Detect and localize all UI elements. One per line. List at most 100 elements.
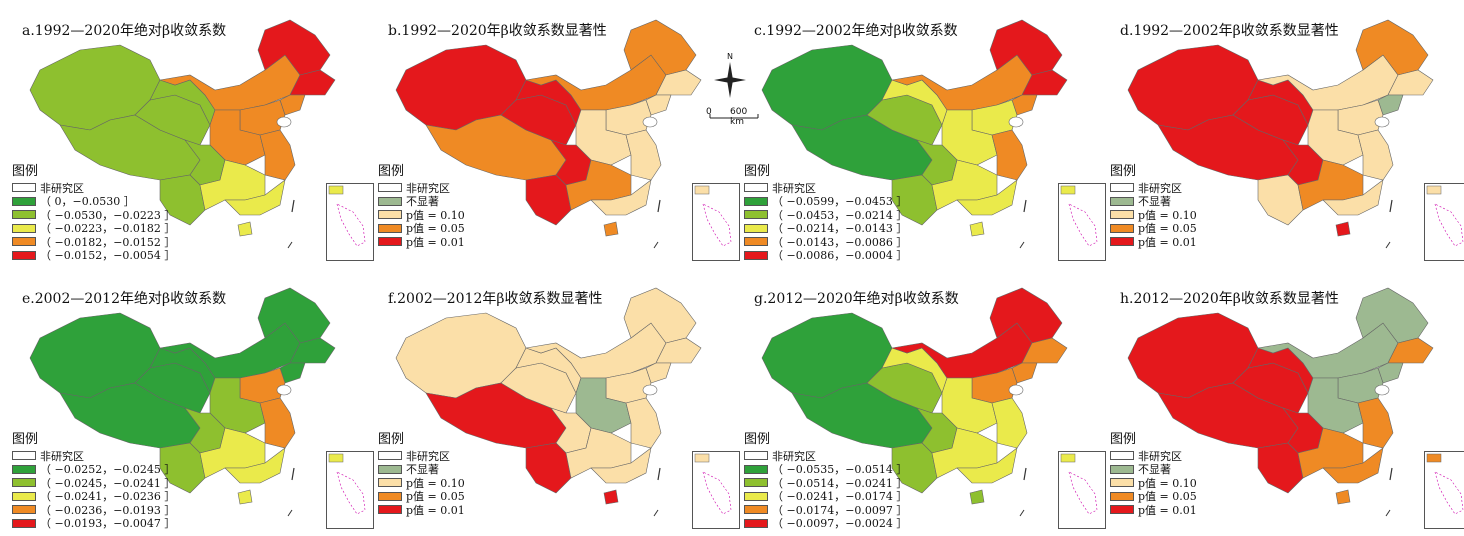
china-map [1127,19,1434,249]
province-region-heilong [989,287,1063,344]
province-region-heilong [623,287,697,344]
map-legend: 图例 非研究区（ −0.0252，−0.0245 ］ （ −0.0245，−0.02… [12,428,175,530]
legend-label: p值 = 0.01 [406,235,465,249]
legend-label: p值 = 0.05 [406,490,465,504]
province-region-heilong [623,19,697,76]
south-china-sea-inset [1424,183,1464,261]
bohai-bay [1374,384,1390,396]
legend-title: 图例 [378,164,405,179]
legend-title: 图例 [1110,432,1137,447]
legend-item: 非研究区 [378,449,465,463]
border-dash [1385,509,1391,517]
inset-map-icon [328,453,366,515]
legend-label: 非研究区 [406,181,450,195]
legend-label: （ −0.0152，−0.0054 ］ [40,249,176,263]
inset-map-icon [1426,453,1464,515]
legend-label: 非研究区 [1138,449,1182,463]
legend-item: p值 = 0.10 [1110,208,1197,222]
legend-title: 图例 [12,164,39,179]
legend-swatch [744,250,768,260]
legend-label: （ −0.0514，−0.0241 ］ [772,476,908,490]
bohai-bay [276,384,292,396]
bohai-bay [276,116,292,128]
legend-item: （ −0.0245，−0.0241 ］ [12,476,175,490]
province-region-central [575,377,632,434]
map-legend: 图例 非研究区 不显著 p值 = 0.10 p值 = 0.05 p值 = 0.01 [1110,428,1197,517]
legend-label: p值 = 0.05 [1138,490,1197,504]
province-region-yunnan [159,174,206,226]
province-region-east [625,129,662,181]
taiwan-mark [1389,199,1393,213]
province-region-yunnan [891,174,938,226]
province-region-yunnan [1257,442,1304,494]
province-region-central [1307,109,1364,166]
province-region-hainan [603,489,619,505]
inset-map-icon [1060,453,1098,515]
province-region-east [1357,397,1394,449]
province-region-yunnan [1257,174,1304,226]
legend-item: （ −0.0241，−0.0174 ］ [744,490,907,503]
legend-label: （ −0.0143，−0.0086 ］ [772,235,908,249]
legend-item: （ −0.0174，−0.0097 ］ [744,503,907,517]
province-region-central [1307,377,1364,434]
legend-item: 非研究区 [378,181,465,195]
province-region-yunnan [891,442,938,494]
inset-map-icon [1060,185,1098,247]
legend-title: 图例 [378,432,405,447]
legend-label: p值 = 0.10 [1138,208,1197,222]
province-region-east [625,397,662,449]
legend-swatch [12,196,36,206]
border-dash [287,509,293,517]
north-label: N [727,52,733,61]
legend-item: （ −0.0223，−0.0182 ］ [12,222,175,235]
legend-label: p值 = 0.01 [1138,235,1197,249]
legend-label: 不显著 [1138,463,1171,477]
province-region-yunnan [159,442,206,494]
taiwan-mark [657,199,661,213]
legend-item: 非研究区 [12,449,175,463]
legend-swatch [1110,223,1134,233]
legend-item: 非研究区 [1110,449,1197,463]
legend-item: p值 = 0.10 [378,476,465,490]
legend-swatch [378,451,402,461]
legend-label: （ −0.0535，−0.0514 ］ [772,463,908,477]
legend-swatch [12,505,36,515]
legend-item: p值 = 0.05 [1110,222,1197,235]
province-region-heilong [1355,19,1429,76]
legend-label: （ −0.0182，−0.0152 ］ [40,235,176,249]
legend-swatch [744,478,768,488]
legend-swatch [1110,491,1134,501]
legend-label: （ −0.0193，−0.0047 ］ [40,517,176,531]
province-region-guangdong [956,179,1018,216]
legend-swatch [12,491,36,501]
legend-item: p值 = 0.10 [378,208,465,222]
legend-swatch [12,210,36,220]
panel-title: d.1992—2002年β收敛系数显著性 [1120,23,1339,39]
border-dash [653,241,659,249]
province-region-east [259,129,296,181]
inset-map-icon [694,185,732,247]
legend-swatch [12,518,36,528]
legend-item: （ −0.0193，−0.0047 ］ [12,517,176,531]
map-legend: 图例 非研究区（ −0.0599，−0.0453 ］ （ −0.0453，−0.02… [744,160,907,262]
province-region-hainan [603,221,619,237]
legend-swatch [378,505,402,515]
province-region-guangdong [590,447,652,484]
taiwan-mark [1023,467,1027,481]
south-china-sea-inset [692,451,740,529]
border-dash [653,509,659,517]
map-panel-f: f.2002—2012年β收敛系数显著性 图例 非研究区 不显著 p值 = 0.10 p值… [366,268,740,536]
province-region-central [209,109,266,166]
border-dash [1019,241,1025,249]
bohai-bay [1008,116,1024,128]
legend-label: （ −0.0097，−0.0024 ］ [772,517,908,531]
province-region-hainan [237,221,253,237]
province-region-guangdong [1322,447,1384,484]
legend-item: 非研究区 [12,181,175,195]
panel-title: h.2012—2020年β收敛系数显著性 [1120,291,1339,307]
south-china-sea-inset [326,183,374,261]
legend-item: 不显著 [1110,463,1197,477]
legend-label: （ −0.0241，−0.0236 ］ [40,490,176,504]
legend-label: 非研究区 [406,449,450,463]
legend-swatch [12,451,36,461]
